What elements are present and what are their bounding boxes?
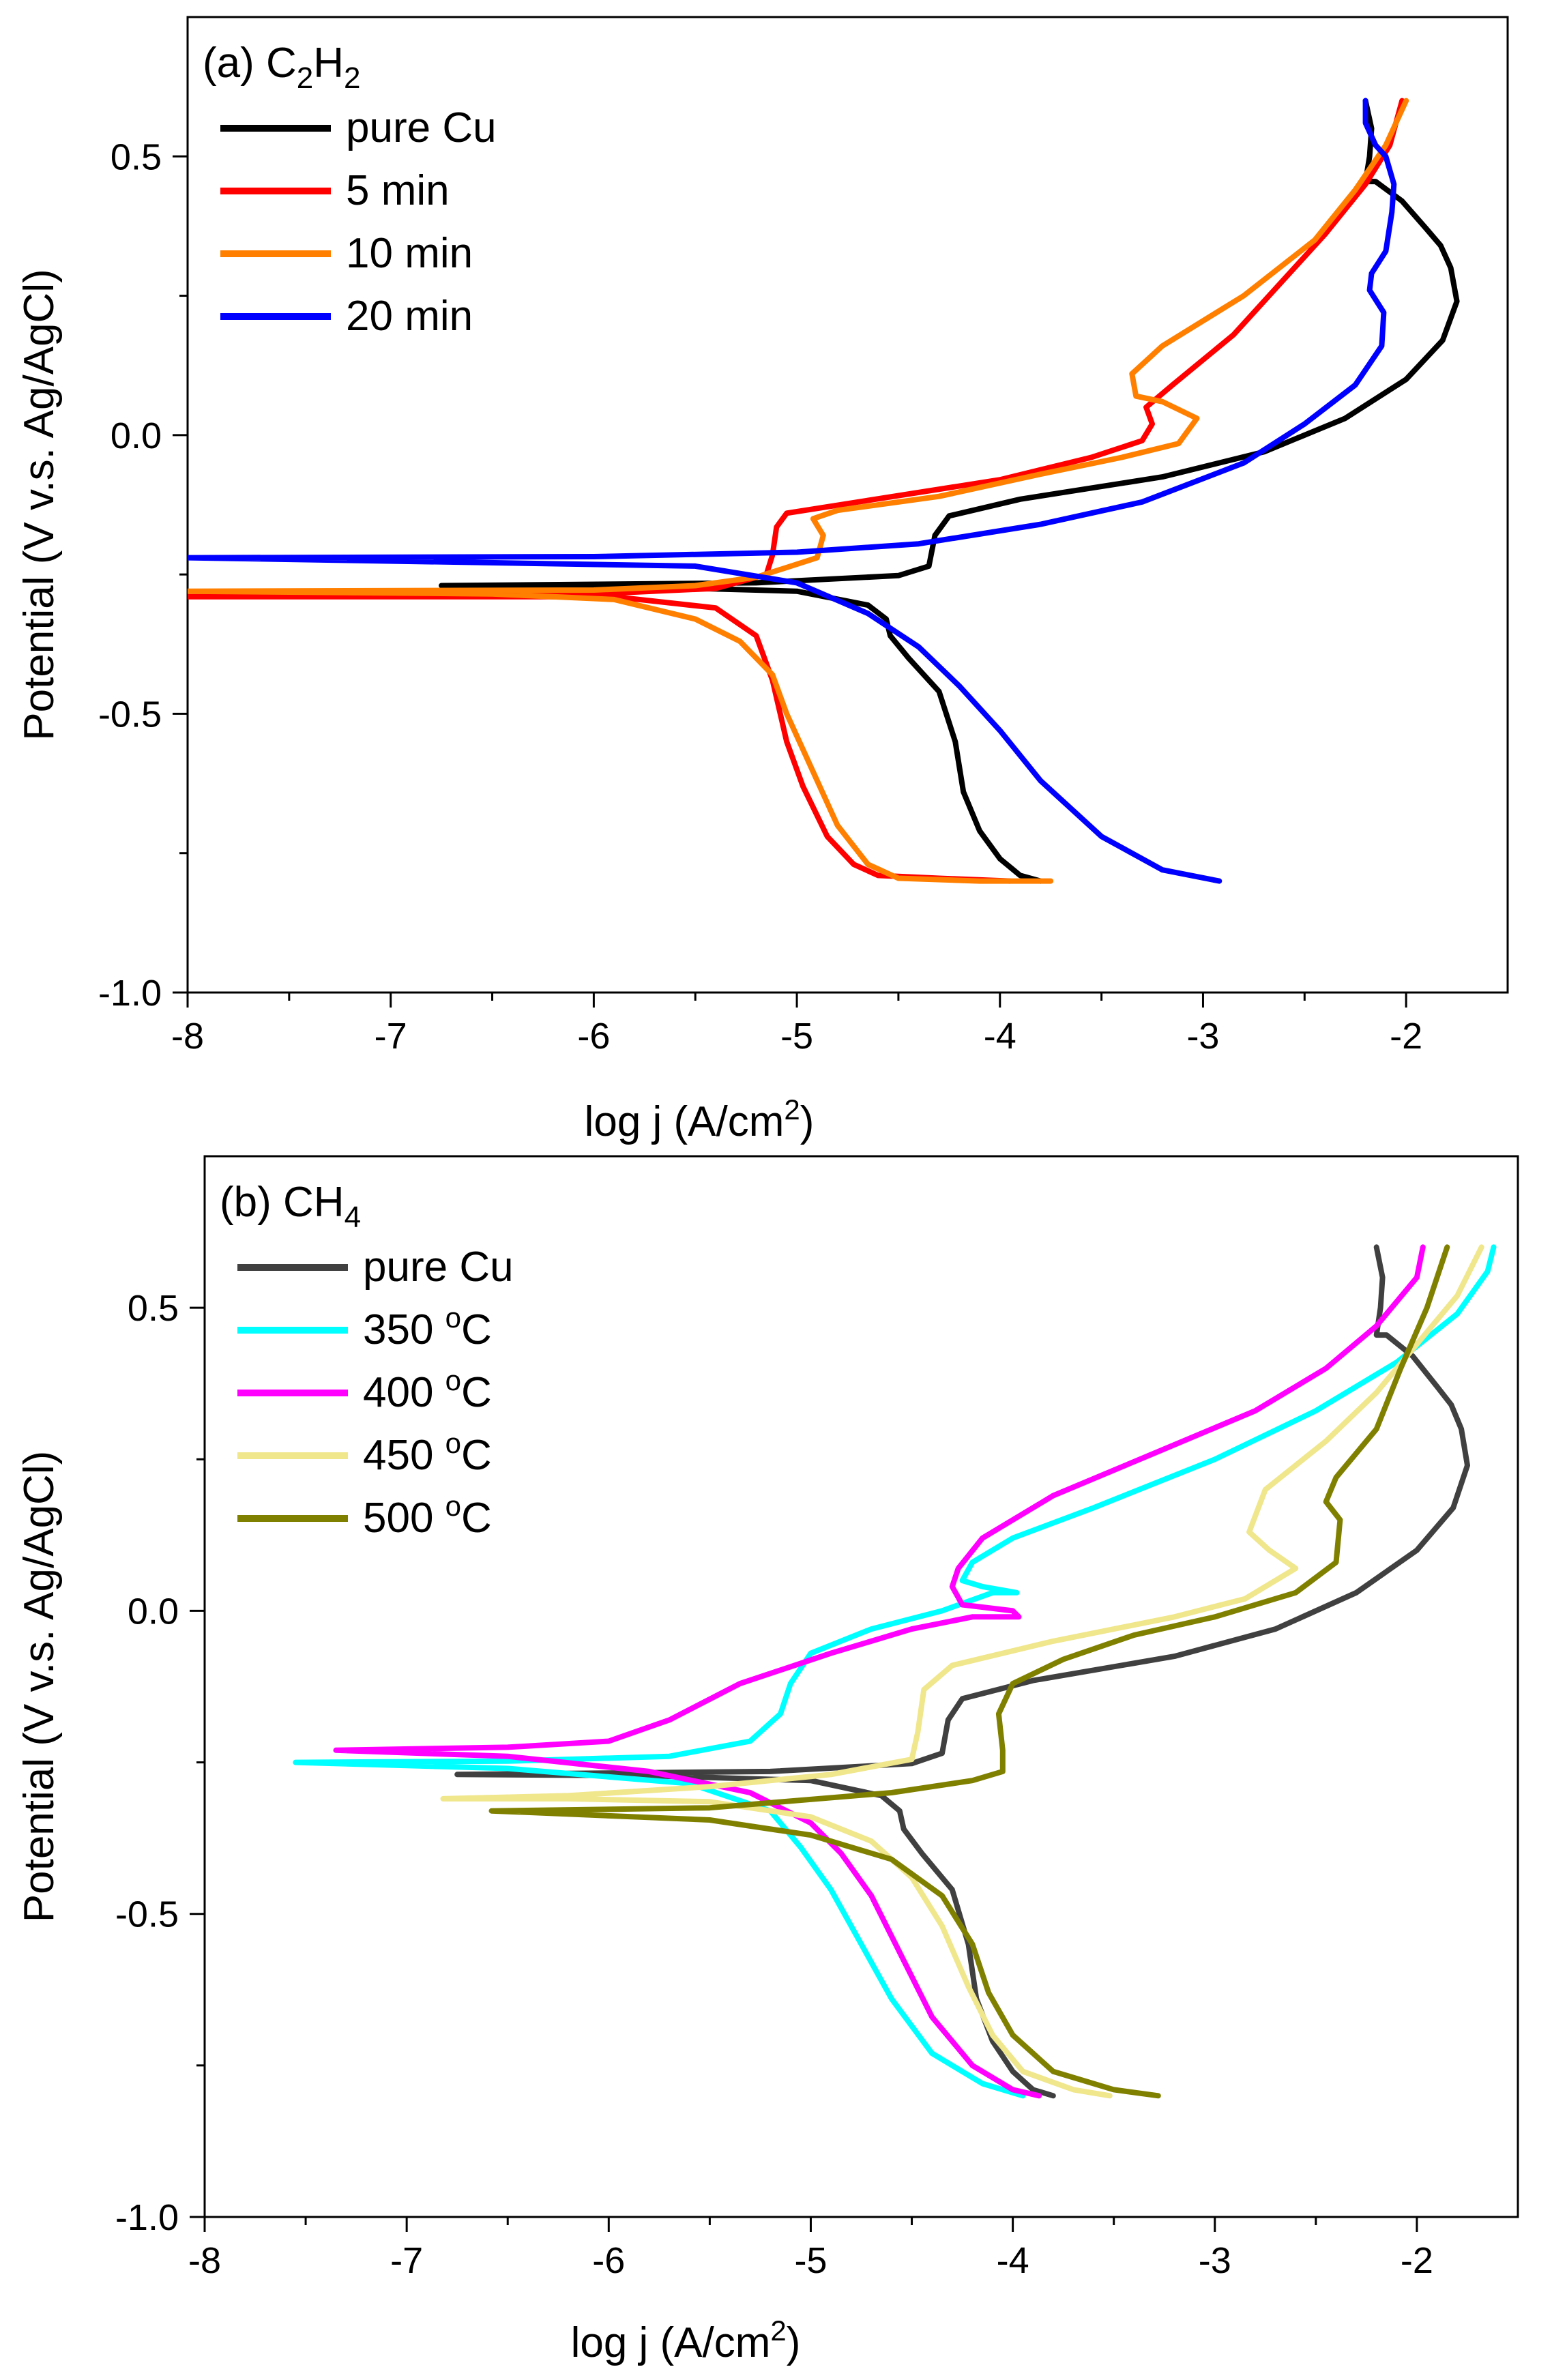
x-axis-title: log j (A/cm2) [571,2315,801,2366]
legend-item: 10 min [220,230,473,277]
y-tick-label: -1.0 [115,2197,179,2238]
legend-item: 450 oC [237,1427,492,1479]
x-tick-label: -5 [780,1016,813,1057]
x-tick-label: -8 [188,2240,221,2281]
legend-item: pure Cu [237,1244,514,1291]
legend-item: 20 min [220,293,473,340]
x-tick-label: -6 [592,2240,625,2281]
x-axis-title: log j (A/cm2) [585,1093,815,1145]
panel-title: (a) C2H2 [203,40,361,95]
legend-item: 500 oC [237,1490,492,1542]
y-tick-label: 0.5 [111,136,162,177]
x-tick-label: -5 [794,2240,827,2281]
series-line-500-oc [488,1244,1450,2099]
series-line-400-oc [333,1244,1426,2099]
legend-label: 5 min [346,167,450,214]
y-tick-label: 0.0 [128,1591,179,1632]
legend-label: 500 oC [363,1490,492,1542]
x-tick-label: -3 [1186,1016,1219,1057]
legend-label: pure Cu [346,104,497,151]
x-tick-label: -4 [984,1016,1016,1057]
legend-item: 350 oC [237,1302,492,1353]
y-tick-label: 0.0 [111,415,162,456]
series-line-450-oc [440,1244,1484,2099]
legend-item: 400 oC [237,1364,492,1416]
x-tick-label: -7 [390,2240,423,2281]
legend-item: pure Cu [220,104,497,151]
y-axis-title: Potential (V v.s. Ag/AgCl) [16,269,63,740]
x-tick-label: -7 [375,1016,407,1057]
legend-label: 400 oC [363,1364,492,1416]
x-tick-label: -2 [1390,1016,1422,1057]
x-tick-label: -2 [1401,2240,1433,2281]
series-line-pure-cu [454,1244,1470,2099]
plot-frame [186,16,1509,994]
x-tick-label: -4 [997,2240,1029,2281]
series-line-350-oc [293,1244,1497,2099]
legend-label: 350 oC [363,1302,492,1353]
series-line-20-min [188,98,1397,884]
chart-panel-b: -8 -7 -6 -5 -4 -3 -2 -1.0 -0.5 0.0 0.5 log j (A/cm2… [16,1155,1519,2366]
series-line-5-min [188,98,1405,884]
x-tick-label: -3 [1199,2240,1231,2281]
plot-frame [203,1155,1519,2218]
y-tick-label: -0.5 [115,1894,179,1935]
panel-title: (b) CH4 [220,1179,361,1234]
y-tick-label: -0.5 [98,694,162,735]
chart-panel-a: -8 -7 -6 -5 -4 -3 -2 -1.0 -0.5 0.0 0.5 log j (A/cm2… [16,16,1509,1145]
legend-label: pure Cu [363,1244,514,1291]
legend-item: 5 min [220,167,450,214]
x-tick-label: -8 [171,1016,204,1057]
legend-label: 450 oC [363,1427,492,1479]
x-tick-label: -6 [577,1016,610,1057]
legend-label: 20 min [346,293,473,340]
y-axis-title: Potential (V v.s. Ag/AgCl) [16,1451,63,1922]
y-tick-label: -1.0 [98,973,162,1014]
series-line-10-min [188,98,1409,884]
y-tick-label: 0.5 [128,1288,179,1329]
legend-label: 10 min [346,230,473,277]
series-line-pure-cu [439,98,1460,884]
